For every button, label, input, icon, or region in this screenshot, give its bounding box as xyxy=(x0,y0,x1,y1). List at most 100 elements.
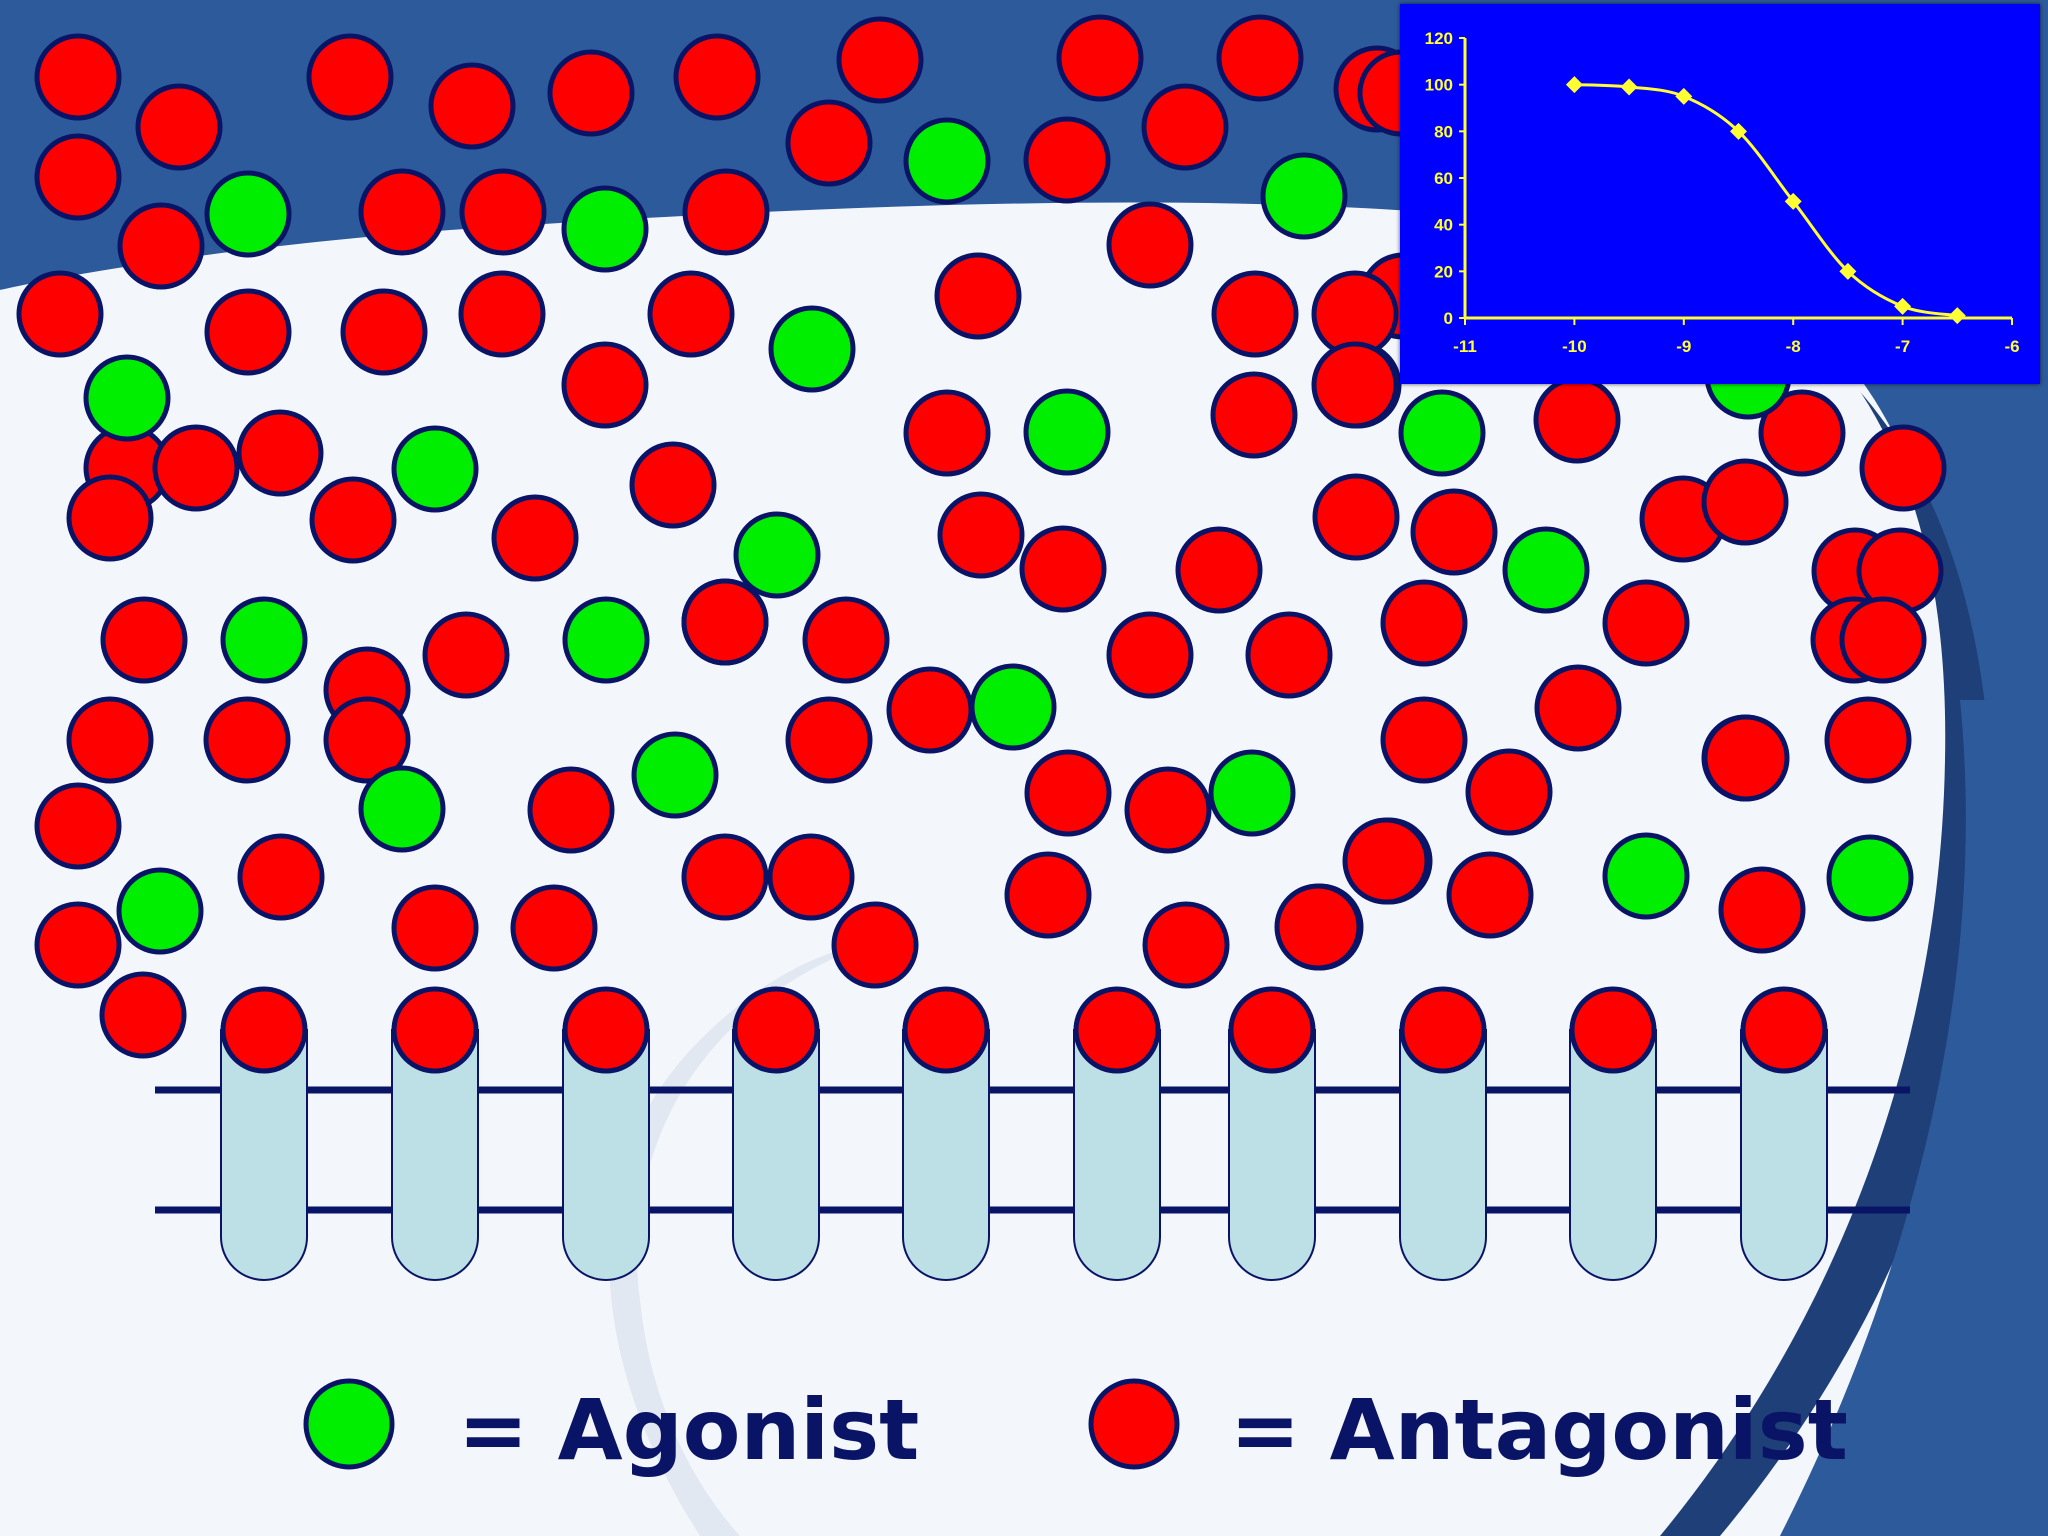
antagonist-molecule xyxy=(459,168,547,256)
antagonist-molecule xyxy=(785,696,873,784)
receptor xyxy=(1740,1029,1828,1281)
agonist-molecule xyxy=(561,185,649,273)
antagonist-molecule xyxy=(1019,525,1107,613)
antagonist-molecule xyxy=(1106,201,1194,289)
antagonist-molecule xyxy=(1342,817,1430,905)
antagonist-molecule xyxy=(422,611,510,699)
antagonist-molecule xyxy=(785,99,873,187)
data-point xyxy=(1784,192,1802,210)
agonist-molecule xyxy=(1398,389,1486,477)
antagonist-molecule xyxy=(629,441,717,529)
dose-response-chart: 0 20 40 60 80 100 120 -11 -10 -9 -8 -7 -6 xyxy=(1400,4,2040,384)
antagonist-molecule xyxy=(1465,748,1553,836)
antagonist-molecule xyxy=(1311,341,1399,429)
data-point xyxy=(1948,307,1966,325)
bound-antagonist-molecule xyxy=(562,986,650,1074)
antagonist-molecule xyxy=(1023,116,1111,204)
chart-svg: 0 20 40 60 80 100 120 -11 -10 -9 -8 -7 -6 xyxy=(1425,29,2020,356)
antagonist-molecule xyxy=(1758,389,1846,477)
antagonist-molecule xyxy=(934,252,1022,340)
bound-antagonist-molecule xyxy=(732,986,820,1074)
agonist-molecule xyxy=(1208,749,1296,837)
agonist-molecule xyxy=(116,867,204,955)
receptor xyxy=(220,1029,308,1281)
bound-antagonist-molecule xyxy=(1228,986,1316,1074)
antagonist-molecule xyxy=(547,49,635,137)
antagonist-molecule xyxy=(527,766,615,854)
receptor xyxy=(902,1029,990,1281)
agonist-legend-label: = Agonist xyxy=(458,1381,920,1479)
series-line xyxy=(1574,83,1958,318)
antagonist-molecule xyxy=(237,833,325,921)
ligand-group xyxy=(16,14,1947,1074)
agonist-molecule xyxy=(358,765,446,853)
antagonist-molecule xyxy=(1718,866,1806,954)
x-tick-label: -11 xyxy=(1453,337,1477,356)
y-tick-label: 60 xyxy=(1434,169,1453,188)
antagonist-molecule xyxy=(34,33,122,121)
antagonist-molecule xyxy=(1216,14,1304,102)
antagonist-molecule xyxy=(673,33,761,121)
agonist-molecule xyxy=(1023,388,1111,476)
antagonist-molecule xyxy=(1446,851,1534,939)
antagonist-molecule xyxy=(1702,714,1790,802)
antagonist-molecule xyxy=(34,782,122,870)
antagonist-molecule xyxy=(1602,579,1690,667)
receptor xyxy=(1399,1029,1487,1281)
agonist-molecule xyxy=(1260,152,1348,240)
data-point xyxy=(1894,297,1912,315)
antagonist-molecule xyxy=(1839,596,1927,684)
antagonist-molecule xyxy=(1024,749,1112,837)
bound-antagonist-molecule xyxy=(1399,986,1487,1074)
antagonist-molecule xyxy=(1274,883,1362,971)
antagonist-molecule xyxy=(1004,851,1092,939)
antagonist-molecule xyxy=(1380,579,1468,667)
antagonist-legend-label: = Antagonist xyxy=(1230,1381,1848,1479)
antagonist-molecule xyxy=(1859,424,1947,512)
antagonist-molecule xyxy=(1380,696,1468,784)
data-point xyxy=(1675,87,1693,105)
antagonist-molecule xyxy=(391,884,479,972)
agonist-molecule xyxy=(1502,526,1590,614)
antagonist-molecule xyxy=(34,901,122,989)
antagonist-molecule xyxy=(16,270,104,358)
antagonist-molecule xyxy=(99,971,187,1059)
antagonist-molecule xyxy=(1312,473,1400,561)
antagonist-molecule xyxy=(767,833,855,921)
antagonist-molecule xyxy=(1245,611,1333,699)
antagonist-molecule xyxy=(1056,14,1144,102)
antagonist-molecule xyxy=(236,409,324,497)
antagonist-molecule xyxy=(100,596,188,684)
antagonist-molecule xyxy=(903,389,991,477)
antagonist-molecule xyxy=(886,666,974,754)
bound-antagonist-molecule xyxy=(1073,986,1161,1074)
receptor xyxy=(1228,1029,1316,1281)
y-tick-label: 80 xyxy=(1434,122,1453,141)
bound-antagonist-molecule xyxy=(1740,986,1828,1074)
antagonist-molecule xyxy=(1824,696,1912,784)
antagonist-molecule xyxy=(323,696,411,784)
antagonist-molecule xyxy=(1211,270,1299,358)
y-tick-label: 40 xyxy=(1434,216,1453,235)
antagonist-molecule xyxy=(937,491,1025,579)
antagonist-molecule xyxy=(152,424,240,512)
antagonist-molecule xyxy=(1210,371,1298,459)
antagonist-molecule xyxy=(1142,901,1230,989)
antagonist-molecule xyxy=(204,288,292,376)
bound-antagonist-molecule xyxy=(902,986,990,1074)
agonist-molecule xyxy=(768,305,856,393)
bound-antagonist-molecule xyxy=(220,986,308,1074)
antagonist-molecule xyxy=(491,494,579,582)
agonist-molecule xyxy=(1826,834,1914,922)
receptor xyxy=(1569,1029,1657,1281)
agonist-legend-icon xyxy=(303,1378,395,1470)
data-point xyxy=(1620,78,1638,96)
bound-antagonist-molecule xyxy=(1569,986,1657,1074)
x-tick-label: -6 xyxy=(2004,337,2019,356)
y-tick-label: 120 xyxy=(1425,29,1453,48)
receptor xyxy=(562,1029,650,1281)
antagonist-molecule xyxy=(428,62,516,150)
agonist-molecule xyxy=(562,596,650,684)
agonist-molecule xyxy=(391,425,479,513)
